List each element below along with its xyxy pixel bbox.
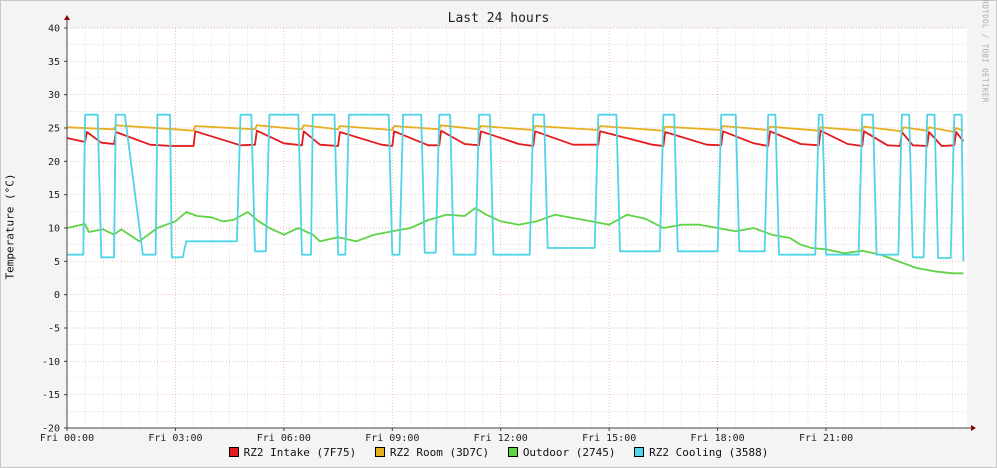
x-tick-label: Fri 18:00 (691, 433, 745, 444)
series-line (66, 129, 965, 147)
chart-title: Last 24 hours (447, 11, 550, 26)
y-tick-label: 10 (48, 224, 60, 235)
x-tick-label: Fri 06:00 (257, 433, 311, 444)
legend-label: RZ2 Intake (7F75) (243, 446, 357, 459)
y-tick-label: 20 (48, 157, 60, 168)
y-tick-label: -5 (48, 324, 60, 335)
legend-swatch (374, 447, 385, 457)
y-axis-arrow (64, 15, 70, 20)
legend-label: RZ2 Cooling (3588) (649, 446, 769, 459)
x-tick-label: Fri 12:00 (474, 433, 528, 444)
series-line (66, 124, 964, 133)
legend-swatch (228, 447, 239, 457)
x-tick-labels: Fri 00:00 Fri 03:00 Fri 06:00 Fri 09:00 Fri … (40, 428, 853, 444)
y-tick-label: 25 (48, 124, 60, 135)
y-tick-label: -10 (42, 357, 60, 368)
y-tick-label: 0 (54, 290, 60, 301)
y-tick-label: 5 (54, 257, 60, 268)
y-tick-labels: -20 -15 -10 -5 0 5 10 15 20 25 30 35 40 (42, 24, 67, 435)
legend-item: Outdoor (2745) (507, 446, 616, 459)
legend-swatch (634, 447, 645, 457)
y-tick-label: 30 (48, 90, 60, 101)
y-tick-label: 15 (48, 190, 60, 201)
x-axis-arrow (971, 425, 976, 431)
legend-label: Outdoor (2745) (522, 446, 616, 459)
legend-item: RZ2 Cooling (3588) (634, 446, 768, 459)
series-line (67, 113, 965, 262)
x-tick-label: Fri 00:00 (40, 433, 94, 444)
axes (64, 15, 976, 431)
series-lines (66, 113, 965, 275)
x-tick-label: Fri 21:00 (799, 433, 853, 444)
x-tick-label: Fri 03:00 (148, 433, 202, 444)
y-tick-label: 40 (48, 24, 60, 35)
series-line (66, 207, 964, 275)
x-tick-label: Fri 09:00 (365, 433, 419, 444)
legend-label: RZ2 Room (3D7C) (389, 446, 490, 459)
legend-item: RZ2 Intake (7F75) (228, 446, 357, 459)
y-tick-label: 35 (48, 57, 60, 68)
legend: RZ2 Intake (7F75) RZ2 Room (3D7C) Outdoo… (0, 446, 997, 459)
x-tick-label: Fri 15:00 (582, 433, 636, 444)
y-tick-label: -20 (42, 424, 60, 435)
y-tick-label: -15 (42, 390, 60, 401)
legend-swatch (507, 447, 518, 457)
legend-item: RZ2 Room (3D7C) (374, 446, 490, 459)
